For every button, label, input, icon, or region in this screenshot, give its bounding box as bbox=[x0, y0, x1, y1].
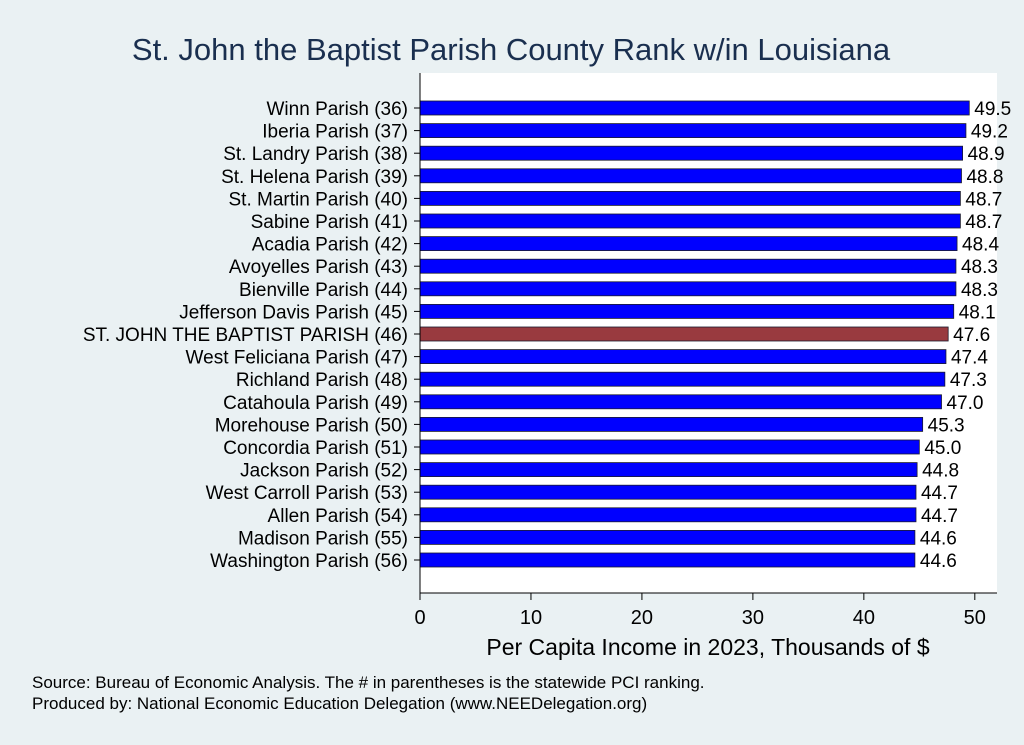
value-label: 47.4 bbox=[951, 348, 988, 369]
category-label: Washington Parish (56) bbox=[210, 551, 408, 572]
value-label: 48.7 bbox=[965, 212, 1002, 233]
bar bbox=[419, 349, 947, 365]
bar bbox=[419, 145, 964, 161]
category-label: Madison Parish (55) bbox=[238, 528, 408, 549]
bar bbox=[419, 394, 942, 410]
bar bbox=[419, 258, 957, 274]
category-label: Richland Parish (48) bbox=[236, 370, 408, 391]
category-label: West Feliciana Parish (47) bbox=[186, 348, 408, 369]
bars-layer: Winn Parish (36) 49.5 Iberia Parish (37) 49… bbox=[83, 99, 1011, 572]
x-tick-label: 10 bbox=[520, 607, 542, 629]
source-note: Source: Bureau of Economic Analysis. The… bbox=[32, 673, 705, 692]
x-tick-label: 40 bbox=[853, 607, 875, 629]
category-label: Catahoula Parish (49) bbox=[223, 393, 408, 414]
value-label: 44.7 bbox=[921, 506, 958, 527]
category-label: Concordia Parish (51) bbox=[223, 438, 408, 459]
value-label: 48.4 bbox=[962, 235, 999, 256]
value-label: 48.9 bbox=[968, 144, 1005, 165]
category-label: Jackson Parish (52) bbox=[240, 461, 408, 482]
bar bbox=[419, 507, 917, 523]
category-label: Bienville Parish (44) bbox=[239, 280, 408, 301]
bar bbox=[419, 100, 970, 116]
value-label: 44.6 bbox=[920, 528, 957, 549]
x-tick-label: 20 bbox=[631, 607, 653, 629]
value-label: 44.8 bbox=[922, 461, 959, 482]
x-tick-label: 50 bbox=[964, 607, 986, 629]
value-label: 44.7 bbox=[921, 483, 958, 504]
value-label: 48.8 bbox=[966, 167, 1003, 188]
category-label: Sabine Parish (41) bbox=[251, 212, 408, 233]
value-label: 49.5 bbox=[974, 99, 1011, 120]
x-axis-label: Per Capita Income in 2023, Thousands of … bbox=[486, 634, 929, 660]
category-label: Avoyelles Parish (43) bbox=[229, 257, 408, 278]
bar bbox=[419, 168, 962, 184]
bar bbox=[419, 236, 958, 252]
value-label: 48.3 bbox=[961, 257, 998, 278]
category-label: Iberia Parish (37) bbox=[262, 122, 408, 143]
value-label: 47.3 bbox=[950, 370, 987, 391]
value-label: 48.1 bbox=[959, 302, 996, 323]
category-label: ST. JOHN THE BAPTIST PARISH (46) bbox=[83, 325, 408, 346]
value-label: 45.0 bbox=[924, 438, 961, 459]
bar bbox=[419, 416, 924, 432]
value-label: 44.6 bbox=[920, 551, 957, 572]
x-ticks-layer: 0 10 20 30 40 50 bbox=[414, 593, 986, 629]
producer-note: Produced by: National Economic Education… bbox=[32, 694, 647, 713]
bar bbox=[419, 281, 957, 297]
value-label: 47.6 bbox=[953, 325, 990, 346]
value-label: 48.7 bbox=[965, 189, 1002, 210]
category-label: St. Landry Parish (38) bbox=[223, 144, 408, 165]
bar bbox=[419, 462, 918, 478]
category-label: St. Helena Parish (39) bbox=[221, 167, 408, 188]
bar bbox=[419, 371, 946, 387]
bar bbox=[419, 190, 961, 206]
x-tick-label: 0 bbox=[414, 607, 425, 629]
category-label: Winn Parish (36) bbox=[267, 99, 409, 120]
value-label: 45.3 bbox=[928, 415, 965, 436]
bar bbox=[419, 530, 916, 545]
category-label: Acadia Parish (42) bbox=[252, 235, 408, 256]
x-tick-label: 30 bbox=[742, 607, 764, 629]
bar bbox=[419, 123, 967, 138]
value-label: 49.2 bbox=[971, 122, 1008, 143]
bar bbox=[419, 303, 955, 319]
category-label: Allen Parish (54) bbox=[268, 506, 408, 527]
category-label: West Carroll Parish (53) bbox=[206, 483, 408, 504]
bar bbox=[419, 484, 917, 500]
value-label: 47.0 bbox=[947, 393, 984, 414]
chart-title: St. John the Baptist Parish County Rank … bbox=[132, 32, 891, 67]
category-label: Jefferson Davis Parish (45) bbox=[179, 302, 408, 323]
bar bbox=[419, 439, 920, 455]
bar bbox=[419, 213, 961, 229]
value-label: 48.3 bbox=[961, 280, 998, 301]
bar bbox=[419, 552, 916, 568]
category-label: Morehouse Parish (50) bbox=[215, 415, 408, 436]
category-label: St. Martin Parish (40) bbox=[229, 189, 409, 210]
bar bbox=[419, 326, 949, 342]
